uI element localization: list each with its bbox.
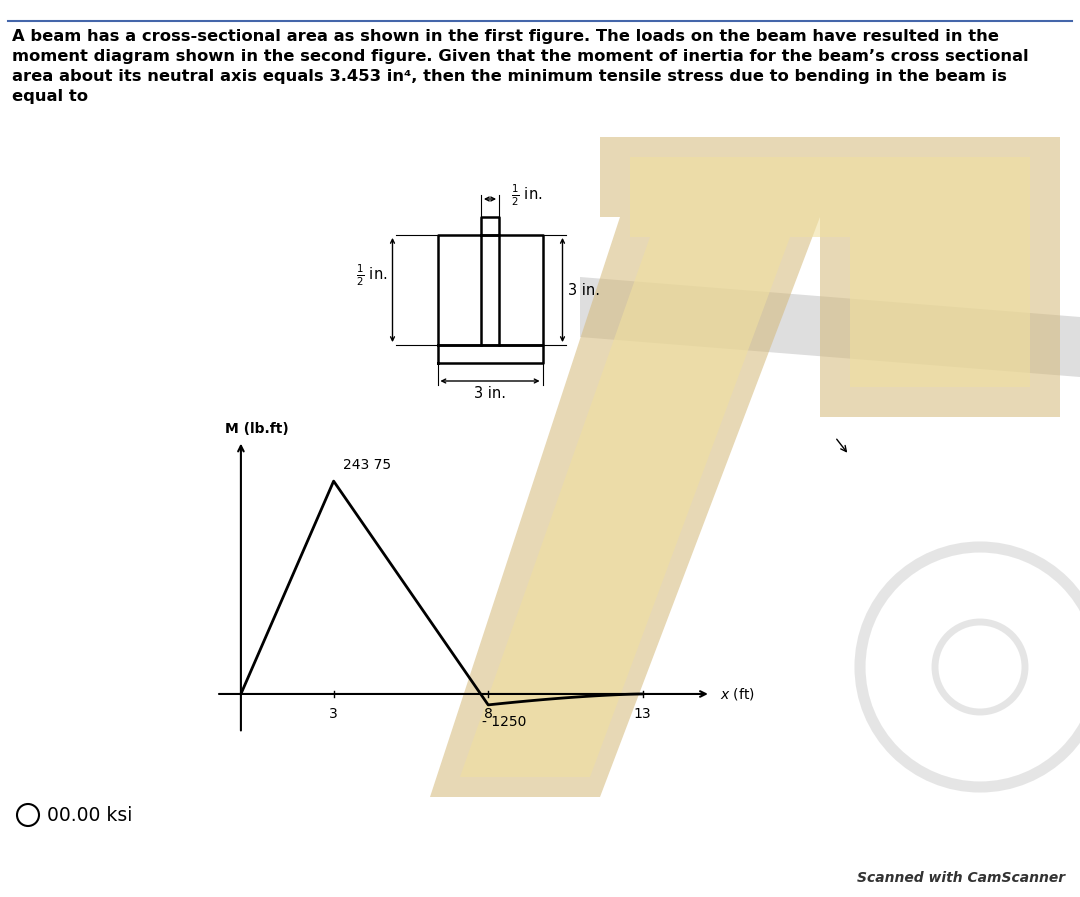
Text: area about its neutral axis equals 3.453 in⁴, then the minimum tensile stress du: area about its neutral axis equals 3.453…: [12, 69, 1007, 84]
Text: Scanned with CamScanner: Scanned with CamScanner: [856, 871, 1065, 885]
Polygon shape: [430, 217, 820, 797]
Text: 3: 3: [329, 707, 338, 721]
Polygon shape: [580, 277, 1080, 377]
Text: 3 in.: 3 in.: [567, 283, 599, 298]
Text: - 1250: - 1250: [482, 716, 526, 729]
Polygon shape: [460, 237, 789, 777]
Text: M (lb.ft): M (lb.ft): [226, 422, 289, 436]
Text: 00.00 ksi: 00.00 ksi: [48, 806, 133, 824]
Text: equal to: equal to: [12, 89, 87, 104]
Polygon shape: [600, 137, 1059, 417]
Text: A beam has a cross-sectional area as shown in the first figure. The loads on the: A beam has a cross-sectional area as sho…: [12, 29, 999, 44]
Text: 13: 13: [634, 707, 651, 721]
Text: $\frac{1}{2}$ in.: $\frac{1}{2}$ in.: [356, 262, 388, 288]
Text: 243 75: 243 75: [343, 458, 391, 473]
Text: $\it{x}$ (ft): $\it{x}$ (ft): [720, 686, 755, 702]
Text: 3 in.: 3 in.: [474, 386, 507, 401]
Text: 8: 8: [484, 707, 492, 721]
Text: $\frac{1}{2}$ in.: $\frac{1}{2}$ in.: [511, 182, 542, 208]
Polygon shape: [630, 157, 1030, 387]
Text: moment diagram shown in the second figure. Given that the moment of inertia for : moment diagram shown in the second figur…: [12, 49, 1028, 64]
